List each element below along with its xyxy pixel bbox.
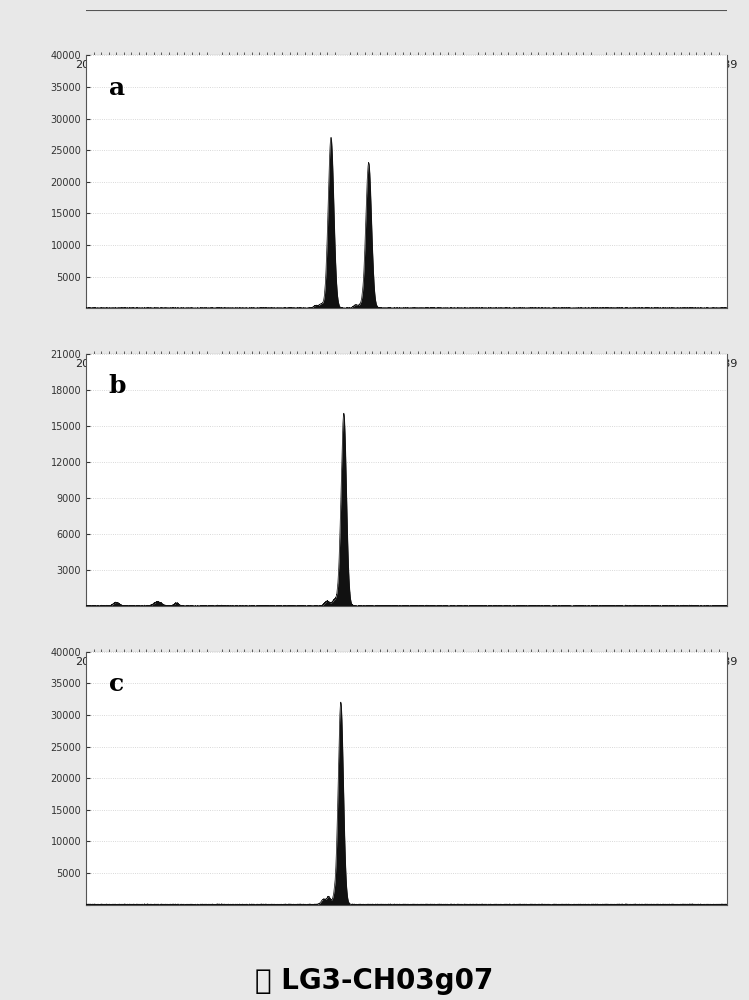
Text: c: c xyxy=(109,672,124,696)
Text: a: a xyxy=(109,76,124,100)
Text: 图 LG3-CH03g07: 图 LG3-CH03g07 xyxy=(255,967,494,995)
Text: b: b xyxy=(109,374,126,398)
